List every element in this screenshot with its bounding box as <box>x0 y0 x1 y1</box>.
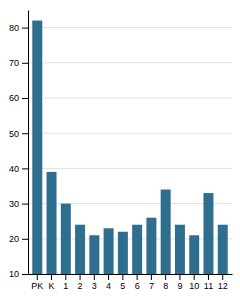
y-tick-mark <box>22 98 28 99</box>
bar <box>118 232 128 274</box>
y-axis: 10 20 30 40 50 60 70 80 <box>9 11 29 280</box>
x-tick: 2 <box>78 274 83 291</box>
grid-line <box>28 203 232 204</box>
grid-line <box>28 168 232 169</box>
y-tick-mark <box>22 133 28 134</box>
grid-line <box>28 133 232 134</box>
x-tick: 12 <box>218 274 228 291</box>
bar <box>161 190 171 274</box>
y-tick-label: 80 <box>9 23 19 33</box>
bar <box>203 193 213 274</box>
x-tick-label: 3 <box>92 281 97 291</box>
y-tick-mark <box>22 274 28 275</box>
x-tick: 11 <box>204 274 213 291</box>
x-tick-label: 6 <box>135 281 140 291</box>
x-tick-mark <box>37 274 38 280</box>
bar <box>75 225 85 274</box>
bar <box>104 228 114 274</box>
x-tick-mark <box>165 274 166 280</box>
x-tick: 1 <box>63 274 68 291</box>
x-tick-mark <box>108 274 109 280</box>
bar <box>132 225 142 274</box>
plot: PKK1234567891011121020304050607080 <box>9 11 233 292</box>
x-tick-mark <box>222 274 223 280</box>
x-tick-label: 5 <box>120 281 125 291</box>
x-tick-mark <box>51 274 52 280</box>
bars <box>32 21 227 274</box>
grid-line <box>28 62 232 63</box>
y-tick-label: 70 <box>9 58 19 68</box>
x-tick: 4 <box>106 274 111 291</box>
grid-line <box>28 274 232 275</box>
x-tick-mark <box>194 274 195 280</box>
x-tick-mark <box>208 274 209 280</box>
x-tick-label: 7 <box>149 281 154 291</box>
x-tick-mark <box>122 274 123 280</box>
x-axis: PKK123456789101112 <box>29 274 233 291</box>
x-tick-label: 10 <box>189 281 199 291</box>
x-tick: 3 <box>92 274 97 291</box>
chart-svg: PKK1234567891011121020304050607080 <box>0 0 240 296</box>
bar <box>175 225 185 274</box>
y-tick-label: 20 <box>9 234 19 244</box>
x-tick: 8 <box>163 274 168 291</box>
x-tick-label: 1 <box>63 281 68 291</box>
y-tick: 70 <box>9 58 28 68</box>
x-tick: PK <box>31 274 43 291</box>
y-tick-label: 50 <box>9 129 19 139</box>
x-tick-label: 2 <box>78 281 83 291</box>
x-tick-mark <box>137 274 138 280</box>
y-tick-label: 60 <box>9 93 19 103</box>
x-tick-mark <box>65 274 66 280</box>
y-tick: 40 <box>9 164 28 174</box>
x-tick-label: PK <box>31 281 43 291</box>
bar <box>189 235 199 274</box>
x-tick: 10 <box>189 274 199 291</box>
x-tick: K <box>49 274 55 291</box>
x-tick-label: 11 <box>204 281 213 291</box>
y-tick-mark <box>22 168 28 169</box>
grid <box>28 28 232 274</box>
x-tick-label: K <box>49 281 55 291</box>
x-tick-label: 4 <box>106 281 111 291</box>
y-tick-mark <box>22 63 28 64</box>
x-tick: 6 <box>135 274 140 291</box>
x-tick: 9 <box>177 274 182 291</box>
x-tick-mark <box>179 274 180 280</box>
x-tick-mark <box>151 274 152 280</box>
bar <box>47 172 57 274</box>
x-tick-label: 9 <box>177 281 182 291</box>
y-tick-label: 30 <box>9 199 19 209</box>
y-tick: 50 <box>9 129 28 139</box>
y-axis-line <box>28 11 29 275</box>
x-tick-mark <box>80 274 81 280</box>
chart-container: PKK1234567891011121020304050607080 <box>0 0 240 296</box>
bar <box>32 21 42 274</box>
y-tick: 80 <box>9 23 28 33</box>
bar <box>146 218 156 274</box>
y-tick-label: 40 <box>9 164 19 174</box>
x-axis-line <box>29 274 233 275</box>
x-tick: 7 <box>149 274 154 291</box>
y-tick-mark <box>22 28 28 29</box>
bar <box>89 235 99 274</box>
y-tick-mark <box>22 204 28 205</box>
y-tick: 10 <box>9 269 28 279</box>
bar <box>61 204 71 274</box>
x-tick: 5 <box>120 274 125 291</box>
y-tick: 30 <box>9 199 28 209</box>
x-tick-mark <box>94 274 95 280</box>
grid-line <box>28 98 232 99</box>
y-tick-label: 10 <box>9 269 19 279</box>
x-tick-label: 12 <box>218 281 228 291</box>
grid-line <box>28 27 232 28</box>
bar <box>218 225 228 274</box>
y-tick: 20 <box>9 234 28 244</box>
grid-line <box>28 238 232 239</box>
x-tick-label: 8 <box>163 281 168 291</box>
y-tick: 60 <box>9 93 28 103</box>
y-tick-mark <box>22 239 28 240</box>
